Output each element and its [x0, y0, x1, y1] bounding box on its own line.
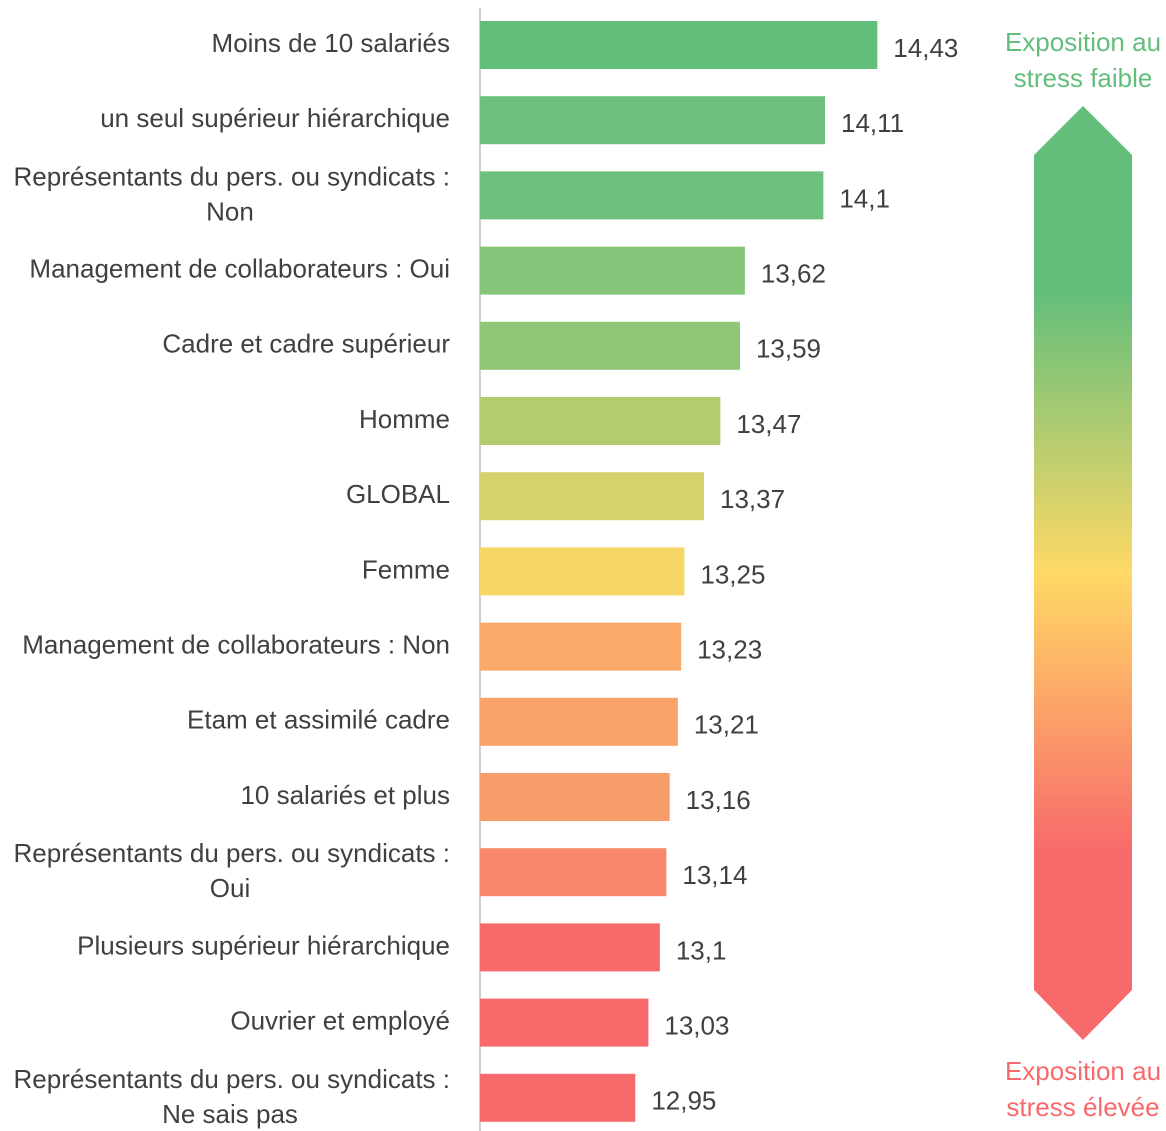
data-label: 14,11 — [841, 108, 904, 138]
data-label: 13,59 — [756, 334, 821, 364]
data-label: 13,16 — [686, 785, 751, 815]
legend-bottom-label: Exposition au stress élevée — [1005, 1056, 1161, 1122]
category-label: Management de collaborateurs : Non — [22, 629, 450, 659]
gradient-arrow — [1034, 106, 1132, 1040]
bar — [480, 246, 745, 295]
data-label: 13,37 — [720, 484, 785, 514]
category-label: Femme — [362, 554, 450, 584]
category-label: Management de collaborateurs : Oui — [29, 253, 450, 283]
category-label: Cadre et cadre supérieur — [162, 329, 450, 359]
category-label: Etam et assimilé cadre — [187, 705, 450, 735]
category-label: 10 salariés et plus — [240, 780, 450, 810]
data-label: 13,62 — [761, 258, 826, 288]
data-label: 13,47 — [736, 409, 801, 439]
data-label: 13,25 — [700, 559, 765, 589]
data-label: 13,03 — [664, 1010, 729, 1040]
data-label: 14,43 — [893, 33, 958, 63]
category-label: Plusieurs supérieur hiérarchique — [77, 930, 450, 960]
bar — [480, 547, 685, 596]
category-label: Homme — [359, 404, 450, 434]
data-label: 13,23 — [697, 634, 762, 664]
category-label: Représentants du pers. ou syndicats : Ne … — [14, 1064, 450, 1129]
category-label: Représentants du pers. ou syndicats : Oui — [14, 838, 450, 903]
category-label: Moins de 10 salariés — [212, 28, 450, 58]
data-label: 13,21 — [694, 710, 759, 740]
category-label: GLOBAL — [346, 479, 450, 509]
bar — [480, 321, 740, 370]
data-label: 13,14 — [682, 860, 747, 890]
legend-top-label: Exposition au stress faible — [1005, 27, 1161, 93]
data-label: 12,95 — [651, 1086, 716, 1116]
category-label: un seul supérieur hiérarchique — [100, 103, 450, 133]
bar — [480, 472, 704, 521]
category-label: Représentants du pers. ou syndicats : Non — [14, 161, 450, 226]
bar — [480, 773, 670, 821]
bar — [480, 923, 660, 972]
bar — [480, 998, 649, 1047]
bar — [480, 622, 682, 671]
data-label: 14,1 — [839, 183, 890, 213]
bar — [480, 697, 678, 746]
bar — [480, 397, 721, 445]
data-label: 13,1 — [676, 935, 727, 965]
bar — [480, 848, 667, 897]
bar — [480, 171, 824, 220]
bar — [480, 21, 878, 69]
bar — [480, 1073, 636, 1122]
category-label: Ouvrier et employé — [230, 1005, 450, 1035]
bar — [480, 96, 825, 145]
